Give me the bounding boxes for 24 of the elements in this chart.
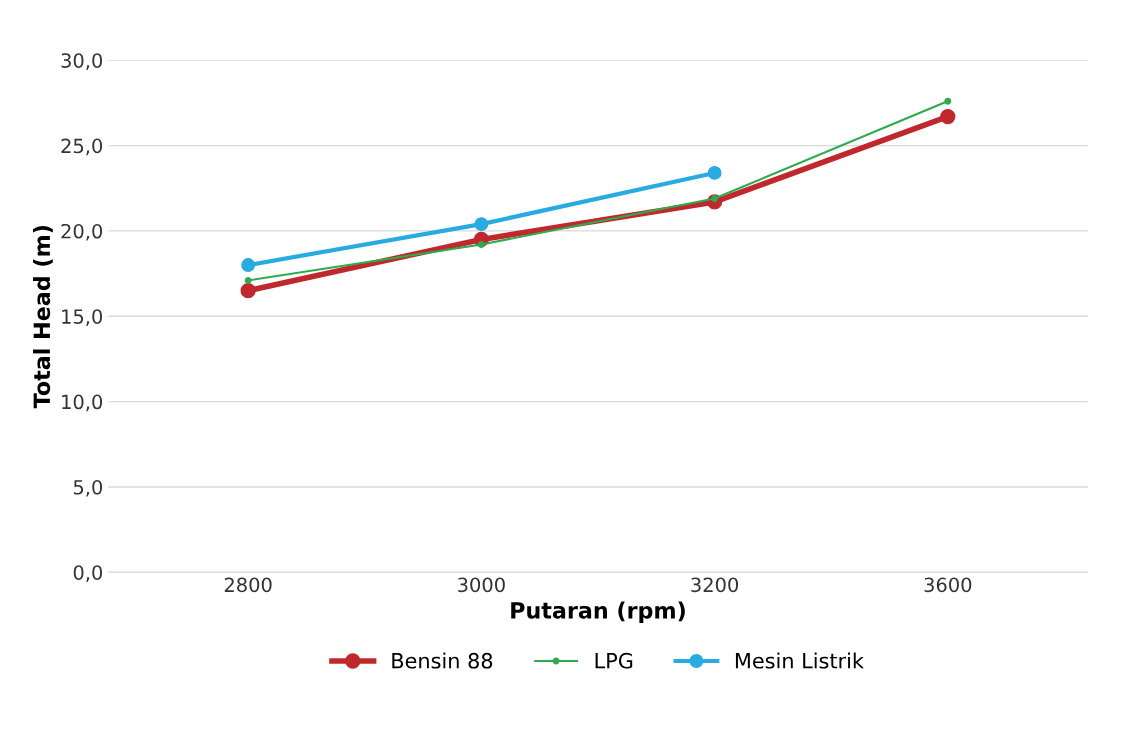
- y-tick-label: 20,0: [61, 223, 103, 241]
- point: [944, 97, 952, 105]
- point: [940, 108, 956, 125]
- x-tick-label: 3600: [924, 577, 972, 593]
- x-tick-label: 3200: [691, 577, 739, 593]
- x-axis-title: Putaran (rpm): [511, 601, 685, 624]
- y-axis-title: Total Head (m): [32, 226, 53, 409]
- point: [241, 258, 256, 273]
- y-tick-label: 15,0: [62, 309, 103, 326]
- y-tick-label: 5,0: [73, 479, 103, 497]
- point: [707, 165, 722, 180]
- y-tick-label: 0,0: [73, 565, 103, 582]
- point: [244, 276, 252, 284]
- legend-label: Mesin Listrik: [735, 652, 864, 669]
- y-tick-label: 10,0: [62, 394, 103, 412]
- point: [240, 283, 256, 299]
- x-tick-label: 3000: [458, 577, 505, 593]
- legend-label: LPG: [595, 652, 633, 669]
- y-tick-label: 25,0: [61, 138, 103, 156]
- y-tick-label: 30,0: [61, 53, 103, 70]
- point: [477, 241, 485, 249]
- legend-label: Bensin 88: [392, 652, 493, 669]
- x-tick-label: 2800: [224, 577, 272, 593]
- point: [474, 217, 489, 232]
